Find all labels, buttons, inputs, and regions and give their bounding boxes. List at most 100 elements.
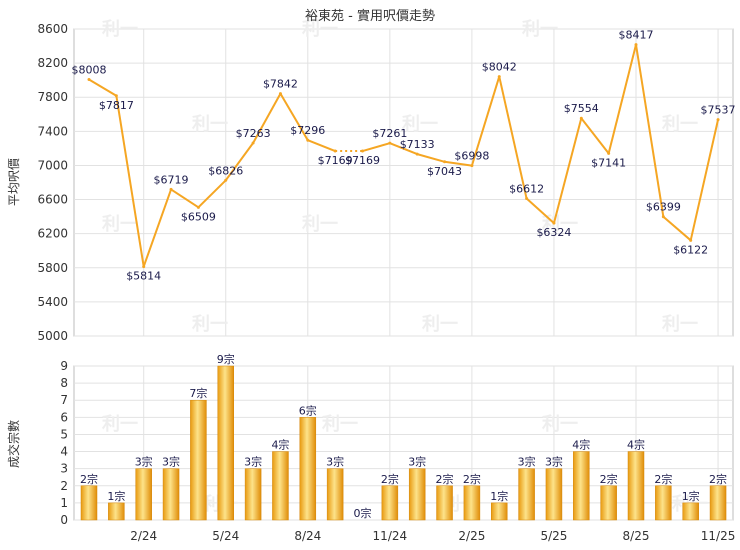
volume-bar [655,485,672,521]
x-tick-label: 2/24 [130,529,157,543]
price-line-segment [362,142,391,152]
price-data-label: $7261 [372,127,407,140]
volume-y-tick-label: 6 [60,410,68,424]
price-data-label: $7169 [345,154,380,167]
watermark: 利一 [322,413,358,435]
price-line-segment [170,188,199,209]
volume-data-label: 3宗 [135,455,153,469]
volume-data-label: 2宗 [709,472,727,486]
volume-bar [272,451,289,521]
price-point [251,141,255,145]
x-tick-label: 8/24 [294,529,321,543]
price-y-tick-label: 6200 [37,227,68,241]
price-line-segment [580,117,610,155]
volume-bar [682,502,699,521]
price-line-segment [197,179,227,209]
volume-data-label: 2宗 [654,472,672,486]
watermark: 利一 [102,18,138,40]
price-data-label: $7141 [591,156,626,169]
watermark: 利一 [192,113,228,135]
volume-bar [80,485,98,521]
volume-data-label: 3宗 [244,455,262,469]
price-data-label: $7043 [427,165,462,178]
price-data-label: $8042 [482,61,517,74]
price-data-label: $6324 [536,226,571,239]
volume-bar [463,485,481,521]
price-line-segment [635,44,665,217]
volume-y-tick-label: 2 [60,479,68,493]
x-tick-label: 11/24 [373,529,408,543]
volume-y-tick-label: 4 [60,445,68,459]
volume-data-label: 2宗 [600,472,618,486]
volume-y-tick-label: 0 [60,513,68,527]
price-point [634,43,638,47]
price-point [525,197,529,201]
volume-data-label: 7宗 [189,386,207,400]
price-point [415,152,419,156]
volume-bar [491,502,508,521]
volume-data-label: 2宗 [80,472,98,486]
volume-y-tick-label: 1 [60,496,68,510]
price-data-label: $6122 [673,243,708,256]
volume-bar [545,468,563,521]
volume-y-tick-label: 9 [60,359,68,373]
volume-data-label: 0宗 [354,506,372,520]
price-line-segment [444,160,473,167]
price-point [579,116,583,120]
price-point [278,92,282,96]
price-point [142,265,146,269]
volume-bar [436,485,453,521]
price-line-segment [689,119,720,241]
volume-plot-area [73,365,734,521]
price-line-segment [607,44,637,154]
price-data-label: $7537 [701,104,736,117]
price-y-tick-label: 5000 [37,329,68,343]
price-line-segment [662,215,692,242]
volume-data-label: 2宗 [381,472,399,486]
price-line-segment [470,76,501,166]
price-point [87,77,91,81]
watermark: 利一 [302,18,338,40]
volume-bar [326,468,344,521]
price-point [196,205,200,209]
price-point [361,149,364,153]
price-point [497,75,501,79]
watermark: 利一 [542,413,578,435]
price-point [552,221,556,225]
price-point [716,118,720,122]
price-data-label: $7263 [236,127,271,140]
price-point [661,215,665,219]
price-point [607,151,611,155]
price-data-label: $7296 [290,124,325,137]
volume-bar [408,468,426,521]
volume-bar [381,485,399,521]
volume-bar [299,417,317,521]
volume-data-label: 6宗 [299,403,317,417]
price-line-segment [88,78,117,97]
volume-data-label: 2宗 [463,472,481,486]
price-point [306,138,310,142]
price-y-tick-label: 6600 [37,193,68,207]
price-data-label: $7817 [99,99,134,112]
price-point [114,94,118,98]
volume-y-tick-label: 8 [60,376,68,390]
watermark: 利一 [102,413,138,435]
price-y-tick-label: 8200 [37,56,68,70]
price-data-label: $6399 [646,201,681,214]
price-line-segment [142,189,172,267]
x-tick-label: 8/25 [623,529,650,543]
x-tick-label: 2/25 [458,529,485,543]
price-plot-area [73,28,734,337]
x-tick-label: 11/25 [701,529,736,543]
price-line-segment [552,117,583,224]
watermark: 利一 [402,113,438,135]
price-data-label: $6998 [454,150,489,163]
price-y-tick-label: 7000 [37,158,68,172]
price-point [224,178,228,182]
price-line-segment [115,95,145,267]
price-point [388,141,392,145]
volume-data-label: 3宗 [408,455,426,469]
volume-bar [709,485,727,521]
watermark: 利一 [192,313,228,335]
